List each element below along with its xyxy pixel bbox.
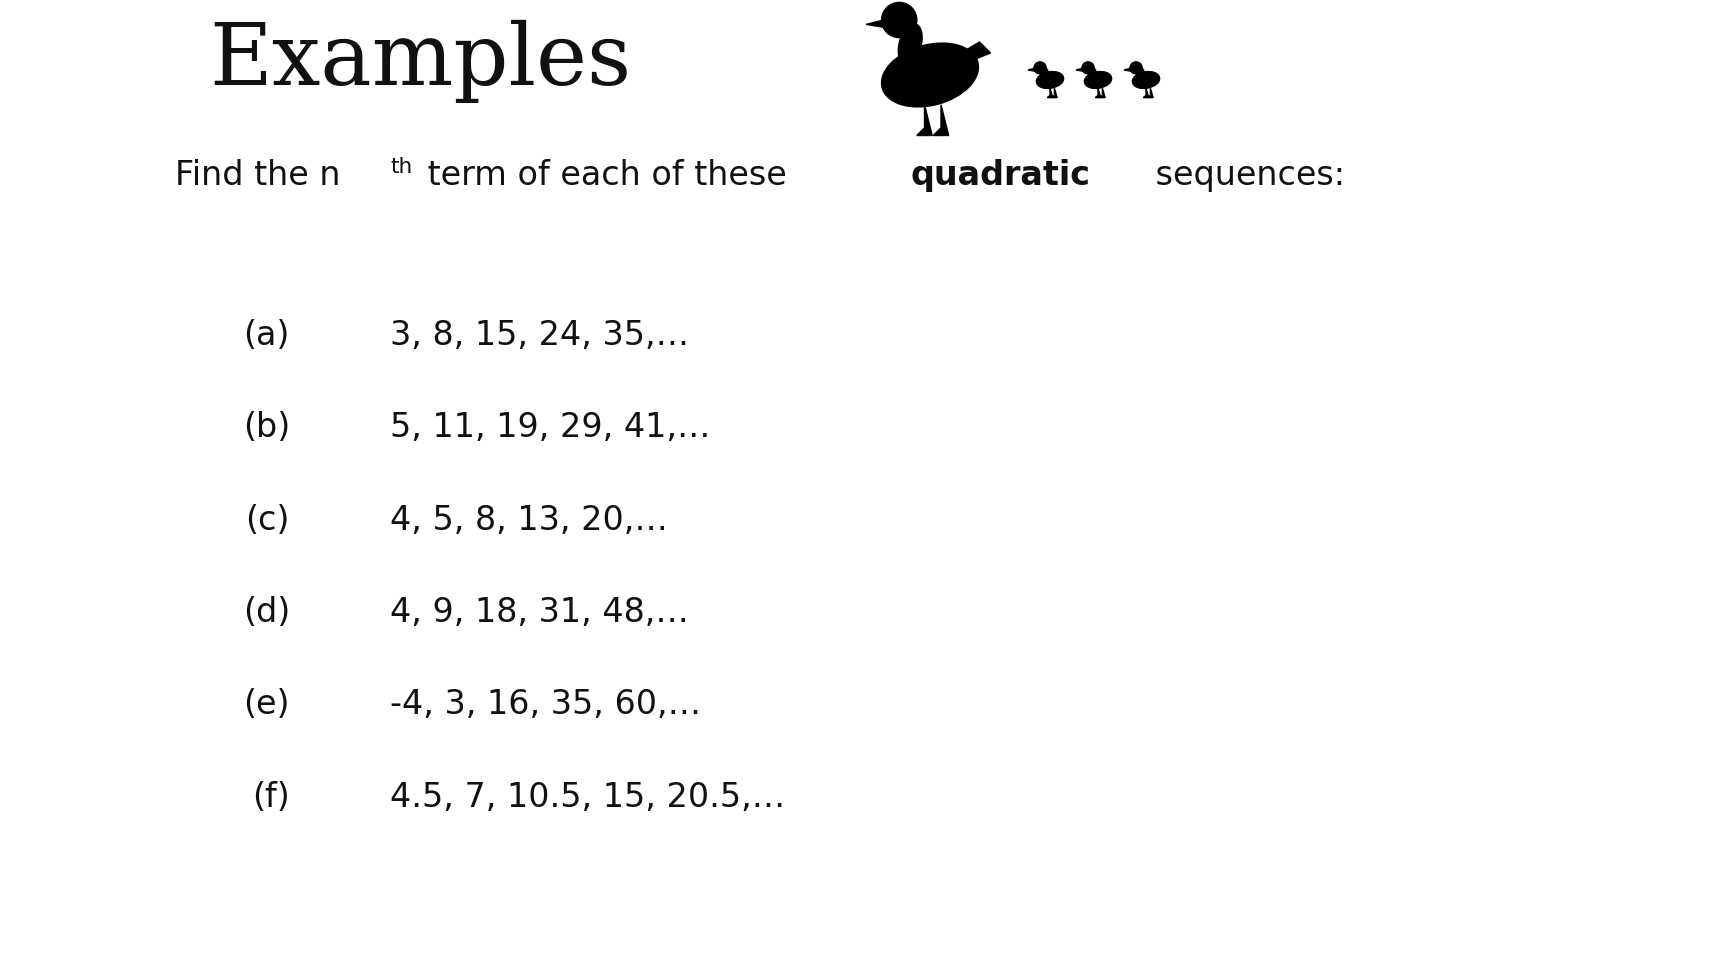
Ellipse shape: [1132, 72, 1159, 88]
Text: th: th: [391, 157, 413, 177]
Text: quadratic: quadratic: [911, 159, 1090, 192]
Text: (d): (d): [242, 596, 290, 629]
Text: (c): (c): [245, 503, 290, 537]
Text: (a): (a): [244, 319, 290, 352]
Polygon shape: [1096, 88, 1101, 97]
Polygon shape: [933, 105, 949, 135]
Ellipse shape: [881, 43, 978, 107]
Text: 4, 5, 8, 13, 20,…: 4, 5, 8, 13, 20,…: [391, 503, 669, 537]
Polygon shape: [866, 20, 886, 27]
Text: (e): (e): [244, 688, 290, 721]
Polygon shape: [1077, 68, 1083, 71]
Text: Find the n: Find the n: [175, 159, 340, 192]
Circle shape: [1033, 62, 1045, 74]
Polygon shape: [1144, 88, 1149, 97]
Ellipse shape: [1040, 68, 1047, 79]
Ellipse shape: [1137, 68, 1144, 79]
Polygon shape: [1147, 88, 1153, 97]
Polygon shape: [918, 105, 931, 135]
Ellipse shape: [1089, 68, 1096, 79]
Text: 3, 8, 15, 24, 35,…: 3, 8, 15, 24, 35,…: [391, 319, 689, 352]
Text: 4, 9, 18, 31, 48,…: 4, 9, 18, 31, 48,…: [391, 596, 689, 629]
Text: (f): (f): [252, 781, 290, 814]
Polygon shape: [1123, 68, 1132, 71]
Text: sequences:: sequences:: [1144, 159, 1344, 192]
Circle shape: [1130, 62, 1142, 74]
Text: 4.5, 7, 10.5, 15, 20.5,…: 4.5, 7, 10.5, 15, 20.5,…: [391, 781, 785, 814]
Polygon shape: [1052, 88, 1058, 97]
Ellipse shape: [1037, 72, 1064, 88]
Polygon shape: [1028, 68, 1035, 71]
Text: -4, 3, 16, 35, 60,…: -4, 3, 16, 35, 60,…: [391, 688, 702, 721]
Text: Examples: Examples: [209, 20, 631, 103]
Text: (b): (b): [242, 411, 290, 444]
Ellipse shape: [1085, 72, 1111, 88]
Polygon shape: [1047, 88, 1052, 97]
Text: 5, 11, 19, 29, 41,…: 5, 11, 19, 29, 41,…: [391, 411, 710, 444]
Ellipse shape: [899, 23, 923, 64]
Polygon shape: [957, 42, 990, 64]
Polygon shape: [1099, 88, 1106, 97]
Circle shape: [1082, 62, 1094, 74]
Text: term of each of these: term of each of these: [416, 159, 797, 192]
Circle shape: [881, 2, 918, 38]
